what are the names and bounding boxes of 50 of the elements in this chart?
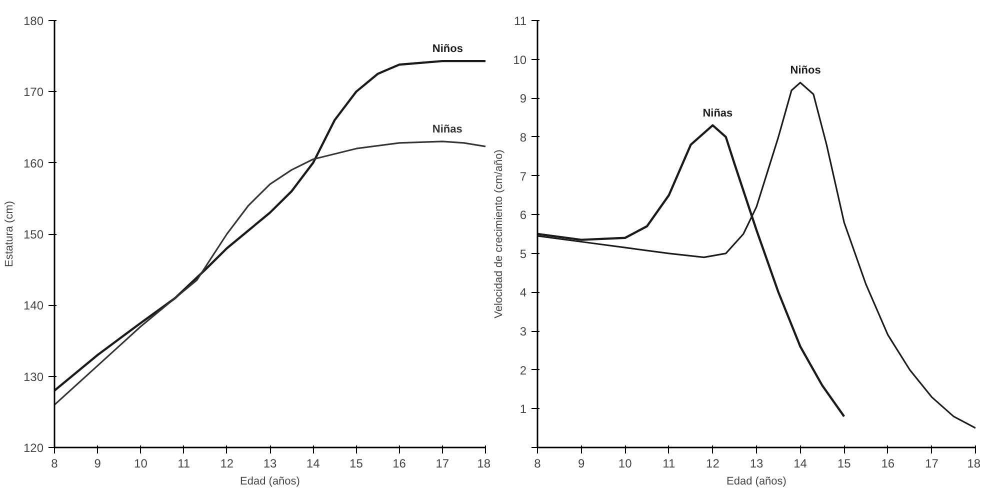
y-tick-label: 150 bbox=[23, 228, 44, 242]
y-tick-label: 9 bbox=[520, 92, 527, 106]
y-tick-label: 6 bbox=[520, 208, 527, 222]
line-series bbox=[54, 140, 486, 406]
series-label: Niños bbox=[790, 64, 821, 77]
x-tick-label: 14 bbox=[306, 456, 320, 470]
y-tick-label: 11 bbox=[514, 14, 527, 28]
y-tick-label: 10 bbox=[513, 52, 527, 67]
y-tick-label: 130 bbox=[23, 370, 44, 384]
line-series bbox=[54, 60, 486, 392]
y-tick-label: 7 bbox=[520, 169, 527, 184]
y-axis-title: Velocidad de crecimiento (cm/año) bbox=[493, 150, 506, 318]
x-tick-label: 15 bbox=[350, 456, 364, 470]
x-tick-label: 10 bbox=[618, 456, 632, 470]
x-tick-label: 17 bbox=[436, 456, 450, 470]
y-tick-label: 160 bbox=[23, 156, 44, 170]
y-tick-label: 180 bbox=[23, 14, 44, 28]
y-tick-label: 140 bbox=[23, 298, 44, 313]
series-label: Niños bbox=[432, 43, 463, 56]
x-tick-label: 11 bbox=[178, 456, 190, 470]
y-tick-label: 8 bbox=[520, 130, 527, 144]
x-tick-label: 9 bbox=[578, 456, 585, 470]
x-tick-label: 12 bbox=[706, 456, 720, 470]
y-tick-label: 170 bbox=[23, 85, 44, 100]
x-tick-label: 16 bbox=[881, 456, 895, 470]
x-axis-title: Edad (años) bbox=[240, 476, 300, 488]
series-label: Niñas bbox=[702, 107, 733, 120]
x-tick-label: 8 bbox=[534, 456, 542, 470]
x-axis-title: Edad (años) bbox=[726, 476, 786, 488]
x-tick-label: 8 bbox=[51, 456, 58, 470]
y-tick-label: 5 bbox=[520, 246, 527, 261]
x-tick-label: 14 bbox=[794, 456, 808, 470]
x-tick-label: 13 bbox=[750, 456, 764, 470]
y-axis-title: Estatura (cm) bbox=[3, 200, 16, 268]
x-tick-label: 18 bbox=[967, 456, 981, 470]
x-tick-label: 13 bbox=[263, 456, 277, 470]
y-tick-label: 1 bbox=[520, 402, 527, 416]
x-tick-label: 18 bbox=[477, 456, 491, 470]
series-label: Niñas bbox=[432, 123, 462, 136]
y-tick-label: 120 bbox=[23, 441, 44, 455]
y-tick-label: 3 bbox=[520, 324, 527, 339]
y-tick-label: 4 bbox=[520, 286, 527, 300]
x-tick-label: 11 bbox=[662, 456, 676, 470]
x-tick-label: 10 bbox=[134, 456, 148, 470]
y-tick-label: 2 bbox=[520, 363, 527, 378]
x-tick-label: 16 bbox=[392, 456, 406, 470]
x-tick-label: 12 bbox=[220, 456, 234, 470]
x-tick-label: 15 bbox=[837, 456, 852, 470]
x-tick-label: 17 bbox=[925, 456, 939, 470]
x-tick-label: 9 bbox=[94, 456, 102, 470]
